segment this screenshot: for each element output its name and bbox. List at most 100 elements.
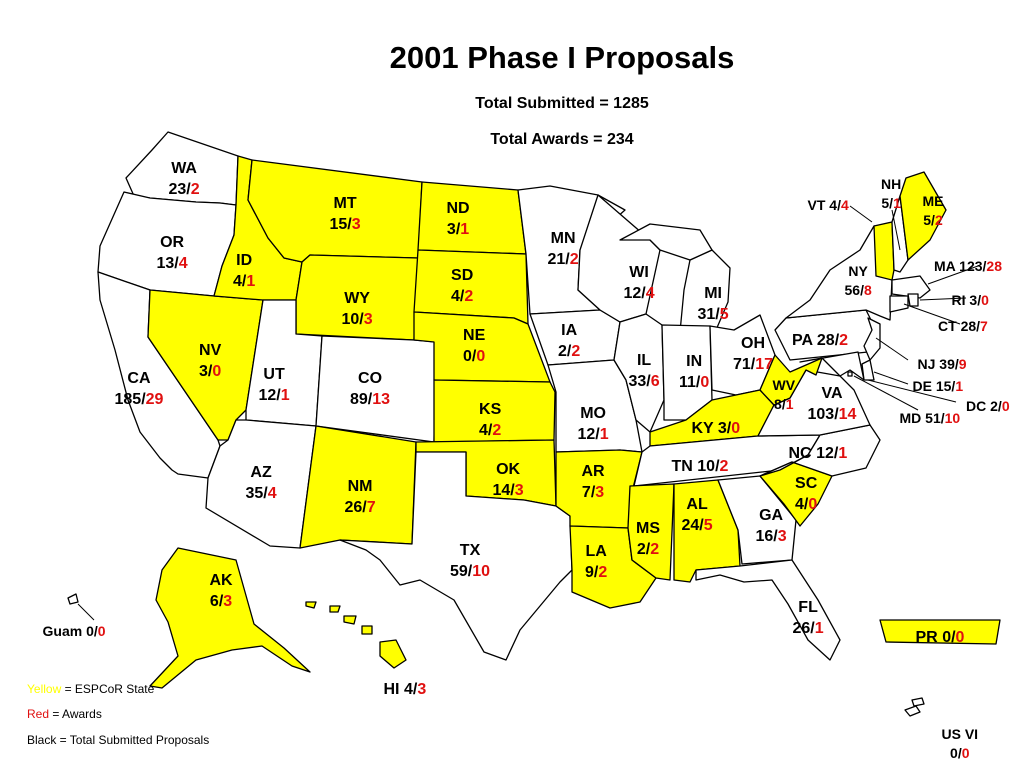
state-shape-fl xyxy=(695,559,841,661)
state-abbr: TN xyxy=(671,458,693,475)
award-count: 3 xyxy=(595,484,605,501)
state-shape-mi xyxy=(679,249,731,333)
state-abbr: CA xyxy=(127,370,151,387)
submitted-count: 0 xyxy=(86,623,94,639)
state-shape-wv xyxy=(759,354,823,406)
submitted-count: 51 xyxy=(925,410,941,426)
state-shape-hi xyxy=(343,615,357,625)
submitted-count: 71 xyxy=(733,356,751,373)
award-count: 2 xyxy=(650,541,660,558)
state-label-wa: WA 23/2 xyxy=(168,160,200,198)
state-abbr: IL xyxy=(636,352,652,369)
state-abbr: DC xyxy=(966,398,987,414)
award-count: 28 xyxy=(986,258,1002,274)
legend-awards: Red = Awards xyxy=(27,707,102,721)
submitted-count: 39 xyxy=(939,356,955,372)
leader-line xyxy=(875,337,909,361)
state-label-in: IN 11/0 xyxy=(679,353,710,391)
state-abbr: NM xyxy=(347,478,373,495)
submitted-count: 12 xyxy=(623,285,642,302)
state-label-nh: NH 5/1 xyxy=(881,176,902,211)
award-count: 1 xyxy=(460,221,470,238)
state-abbr: MT xyxy=(333,195,357,212)
submitted-count: 2 xyxy=(636,541,646,558)
state-shape-mi xyxy=(619,223,713,261)
award-count: 5 xyxy=(703,517,713,534)
award-count: 13 xyxy=(372,391,391,408)
state-abbr: GA xyxy=(759,507,784,524)
state-label-ak: AK 6/3 xyxy=(209,572,233,610)
state-label-va: VA 103/14 xyxy=(807,385,857,423)
state-label-nm: NM 26/7 xyxy=(344,478,376,516)
state-abbr: NC xyxy=(788,445,812,462)
state-label-pr: PR 0/0 xyxy=(915,629,965,646)
state-label-ga: GA 16/3 xyxy=(755,507,787,545)
submitted-count: 26 xyxy=(344,499,363,516)
state-abbr: MA xyxy=(934,258,956,274)
total-awards: Total Awards = 234 xyxy=(490,131,634,148)
leader-line xyxy=(853,375,919,411)
state-abbr: ME xyxy=(922,193,944,209)
leader-line xyxy=(927,265,979,285)
submitted-count: 3 xyxy=(717,420,727,437)
submitted-count: 185 xyxy=(114,391,142,408)
submitted-count: 12 xyxy=(577,426,596,443)
state-label-ut: UT 12/1 xyxy=(258,366,290,404)
submitted-count: 0 xyxy=(942,629,952,646)
award-count: 4 xyxy=(840,197,849,213)
state-abbr: MD xyxy=(899,410,922,426)
award-count: 5 xyxy=(719,306,729,323)
state-abbr: US VI xyxy=(941,726,979,742)
state-label-il: IL 33/6 xyxy=(628,352,660,390)
leader-line xyxy=(873,371,909,385)
submitted-count: 26 xyxy=(792,620,811,637)
leader-line xyxy=(891,209,901,251)
award-count: 3 xyxy=(417,681,427,698)
state-abbr: HI xyxy=(383,681,400,698)
award-count: 4 xyxy=(267,485,277,502)
state-abbr: CO xyxy=(358,370,383,387)
award-count: 2 xyxy=(934,212,943,228)
state-label-pa: PA 28/2 xyxy=(792,332,849,349)
state-abbr: MI xyxy=(704,285,722,302)
state-abbr: NH xyxy=(881,176,902,192)
state-label-ia: IA 2/2 xyxy=(558,322,581,360)
state-label-sc: SC 4/0 xyxy=(795,475,818,513)
state-shape-me xyxy=(899,171,947,261)
state-abbr: IA xyxy=(561,322,578,339)
state-label-tn: TN 10/2 xyxy=(671,458,729,475)
state-label-mn: MN 21/2 xyxy=(547,230,579,268)
state-shape-ri xyxy=(907,293,919,307)
award-count: 0 xyxy=(212,363,222,380)
submitted-count: 15 xyxy=(935,378,952,394)
submitted-count: 13 xyxy=(156,255,175,272)
award-count: 2 xyxy=(464,288,474,305)
state-label-de: DE 15/1 xyxy=(912,378,964,394)
state-abbr: KS xyxy=(479,401,502,418)
state-abbr: VA xyxy=(821,385,843,402)
award-count: 0 xyxy=(981,292,989,308)
state-label-wy: WY 10/3 xyxy=(341,290,373,328)
award-count: 0 xyxy=(955,629,965,646)
submitted-count: 24 xyxy=(681,517,700,534)
state-abbr: PA xyxy=(792,332,813,349)
award-count: 29 xyxy=(145,391,164,408)
state-abbr: IN xyxy=(686,353,703,370)
award-count: 4 xyxy=(178,255,188,272)
state-abbr: CT xyxy=(938,318,957,334)
state-label-id: ID 4/1 xyxy=(233,252,256,290)
state-abbr: NY xyxy=(848,263,868,279)
state-abbr: WV xyxy=(772,377,796,393)
state-label-or: OR 13/4 xyxy=(156,234,188,272)
award-count: 0 xyxy=(731,420,741,437)
submitted-count: 0 xyxy=(463,348,472,365)
state-label-az: AZ 35/4 xyxy=(245,464,277,502)
award-count: 6 xyxy=(650,373,660,390)
submitted-count: 2 xyxy=(558,343,567,360)
submitted-count: 3 xyxy=(199,363,208,380)
state-shape-pr xyxy=(879,619,1001,645)
leader-line xyxy=(903,303,961,325)
award-count: 10 xyxy=(944,410,961,426)
award-count: 2 xyxy=(190,181,200,198)
